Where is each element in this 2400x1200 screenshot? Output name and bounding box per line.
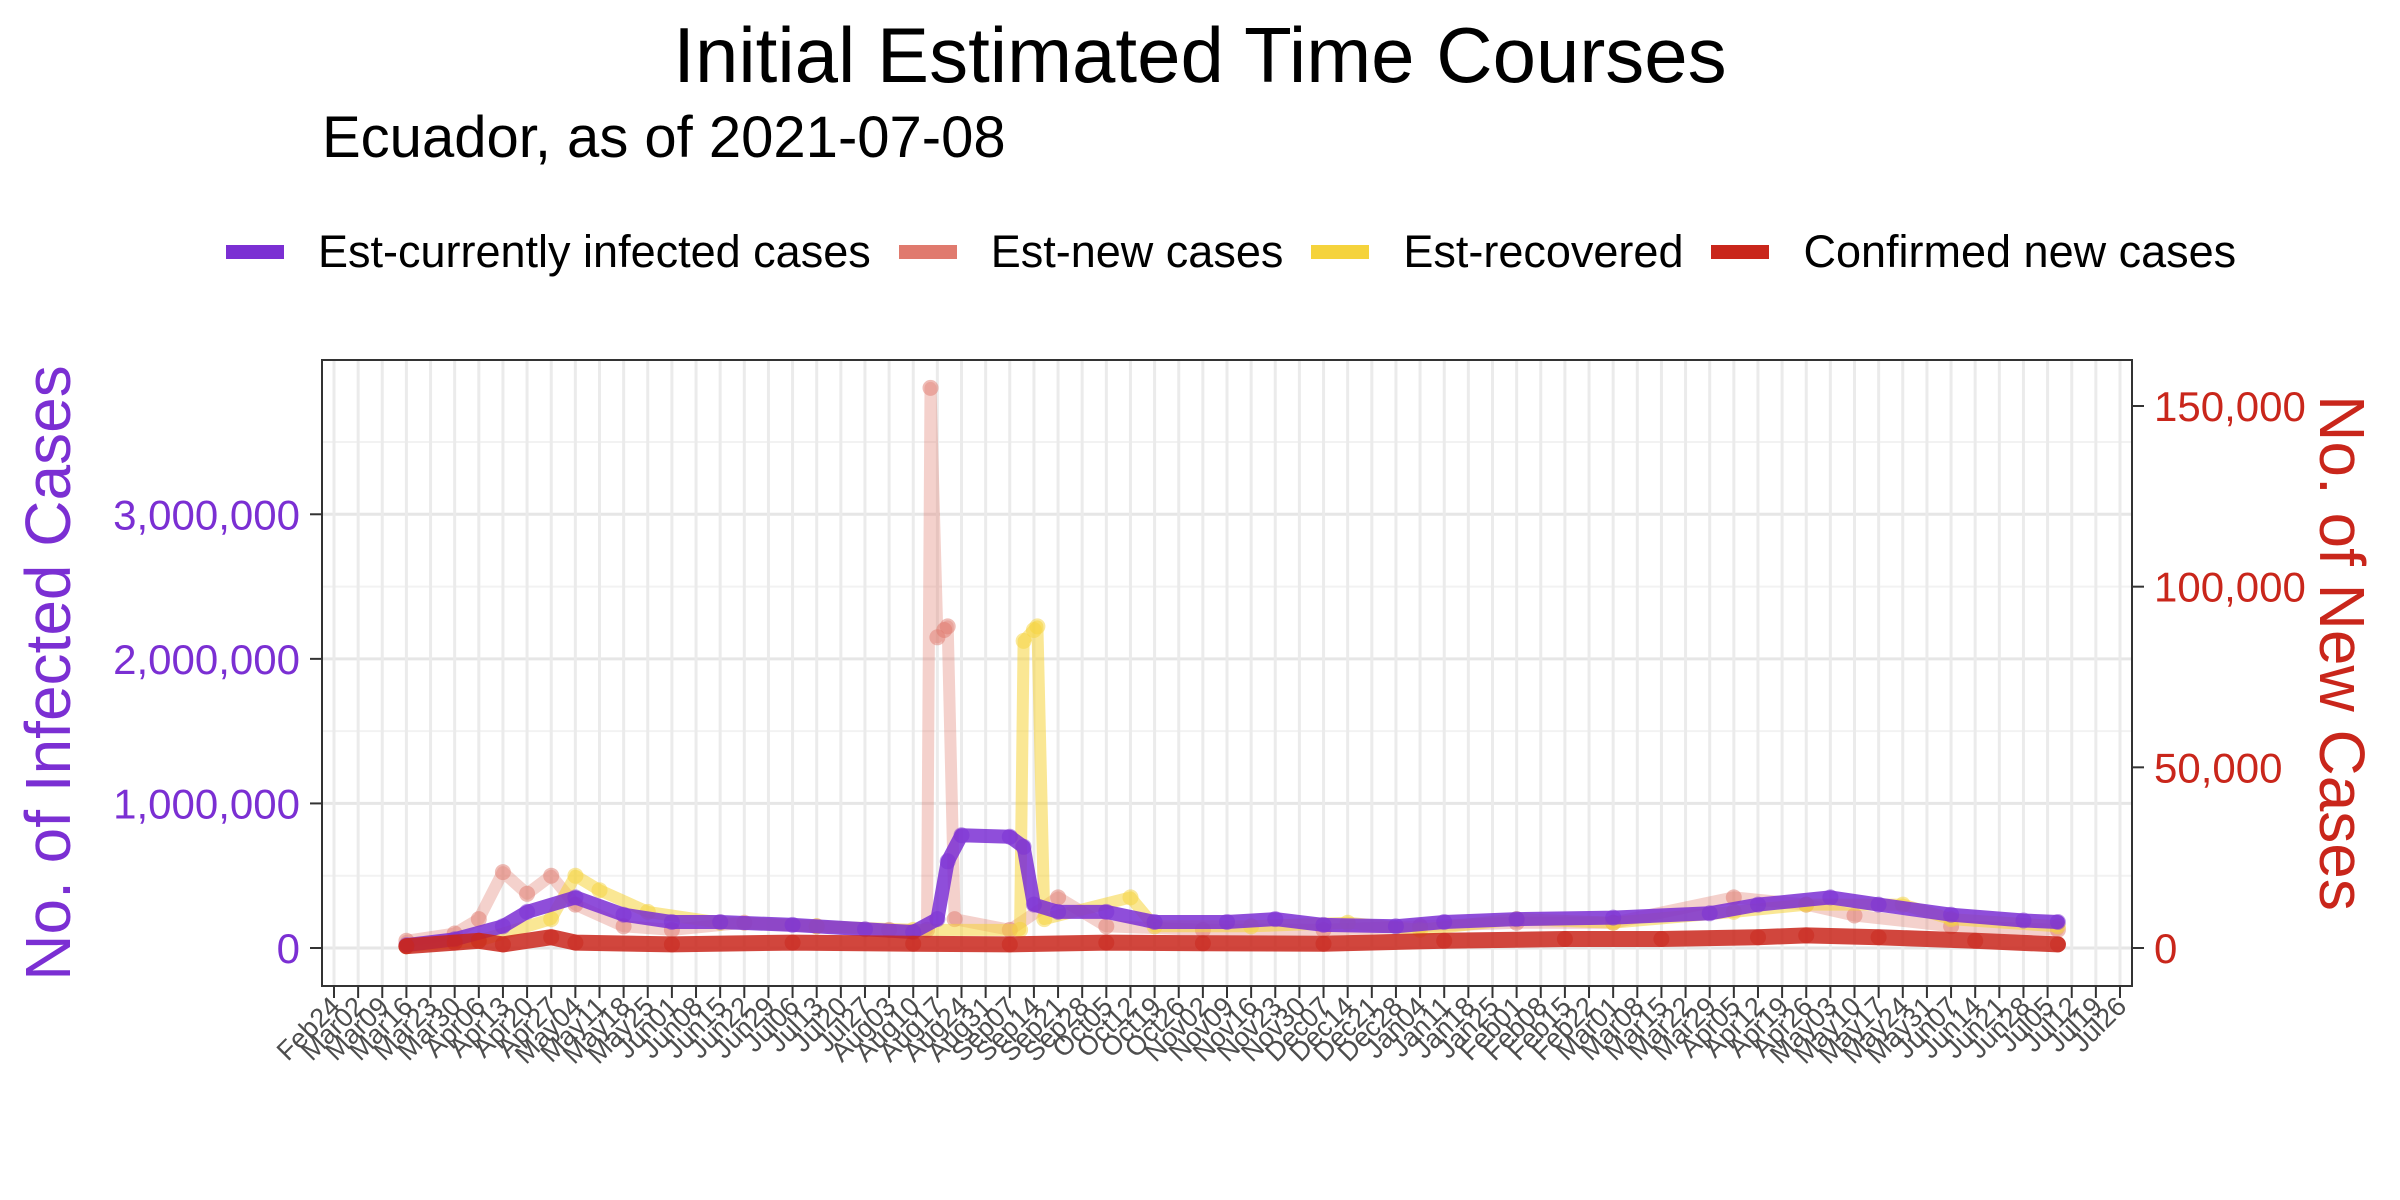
data-point-0 [1943,906,1960,923]
data-point-0 [1508,911,1525,928]
data-point-0 [1822,889,1839,906]
data-point-2 [1122,889,1139,906]
data-point-3 [1194,935,1211,952]
data-point-0 [1015,838,1032,855]
data-point-3 [1001,936,1018,953]
data-point-3 [446,934,463,951]
data-point-2 [591,882,608,899]
data-point-1 [946,911,963,928]
left-axis-tick-label: 3,000,000 [113,491,300,538]
legend-item-confirmed: Confirmed new cases [1711,226,2236,278]
data-point-3 [905,935,922,952]
data-point-0 [1098,903,1115,920]
data-point-0 [1146,914,1163,930]
left-axis-title: No. of Infected Cases [12,365,84,980]
data-point-1 [1050,889,1067,906]
data-point-0 [1701,905,1718,922]
data-point-0 [953,827,970,844]
data-point-0 [857,921,873,938]
data-point-0 [1605,909,1622,926]
data-point-3 [1653,931,1670,947]
data-point-0 [1387,918,1404,935]
right-axis-title: No. of New Cases [2306,395,2378,911]
data-point-1 [494,864,511,881]
data-point-3 [398,938,415,955]
data-point-3 [1798,927,1815,944]
data-point-3 [1315,935,1332,952]
data-point-3 [1967,932,1984,949]
data-point-3 [1870,929,1887,946]
data-point-0 [1025,896,1042,913]
data-point-1 [922,379,939,396]
left-axis-tick-label: 2,000,000 [113,636,300,683]
data-point-0 [784,916,801,933]
data-point-3 [2049,936,2066,953]
legend-label-new-cases: Est-new cases [990,226,1284,277]
right-axis-tick-label: 150,000 [2154,383,2306,430]
data-point-3 [470,932,487,949]
data-point-0 [2015,912,2032,929]
data-point-3 [567,934,584,951]
legend-swatch-recovered [1311,245,1370,259]
left-axis-tick-label: 1,000,000 [113,780,300,827]
data-point-2 [1029,618,1046,635]
legend-item-new-cases: Est-new cases [898,226,1284,278]
legend-label-infected: Est-currently infected cases [318,226,871,277]
legend: Est-currently infected cases Est-new cas… [226,222,2264,282]
data-point-0 [712,914,729,930]
legend-swatch-confirmed [1711,245,1770,259]
data-point-3 [494,936,511,953]
data-point-2 [543,911,560,928]
chart-subtitle: Ecuador, as of 2021-07-08 [322,105,1006,170]
data-point-1 [939,618,956,635]
data-point-3 [543,929,560,946]
data-point-0 [1050,903,1067,920]
data-point-2 [1012,921,1029,938]
data-point-3 [1098,934,1115,951]
data-point-0 [1315,916,1332,933]
data-point-2 [567,867,584,884]
chart-title: Initial Estimated Time Courses [673,11,1727,99]
data-point-0 [939,853,956,870]
data-point-1 [519,885,536,902]
data-point-3 [1436,932,1453,949]
data-point-1 [1846,907,1863,924]
data-point-0 [2049,914,2066,930]
data-point-0 [1267,911,1284,928]
data-point-0 [1870,896,1887,913]
legend-item-recovered: Est-recovered [1311,226,1683,278]
data-point-0 [929,911,946,928]
data-point-0 [615,906,632,923]
right-axis-tick-label: 0 [2154,925,2177,972]
data-point-0 [1436,914,1453,930]
legend-swatch-new-cases [898,245,957,259]
data-point-1 [543,867,560,884]
right-axis-tick-label: 50,000 [2154,744,2282,791]
data-point-1 [1098,918,1115,935]
data-point-0 [1001,828,1018,845]
data-point-0 [519,903,536,920]
legend-label-recovered: Est-recovered [1403,226,1684,277]
left-axis-tick-label: 0 [277,925,300,972]
legend-label-confirmed: Confirmed new cases [1803,226,2237,277]
data-point-3 [1750,929,1766,946]
data-point-0 [494,918,511,935]
right-axis-tick-label: 100,000 [2154,564,2306,611]
data-point-1 [470,911,487,928]
data-point-3 [1556,931,1573,947]
legend-swatch-infected [226,245,284,259]
data-point-2 [1015,632,1032,649]
data-point-0 [567,889,584,906]
data-point-0 [1219,914,1235,930]
data-point-3 [784,934,801,951]
data-point-0 [663,914,680,930]
data-point-3 [663,936,680,953]
series-line-0 [399,828,2065,953]
data-point-0 [1750,896,1766,913]
legend-item-infected: Est-currently infected cases [226,226,871,278]
